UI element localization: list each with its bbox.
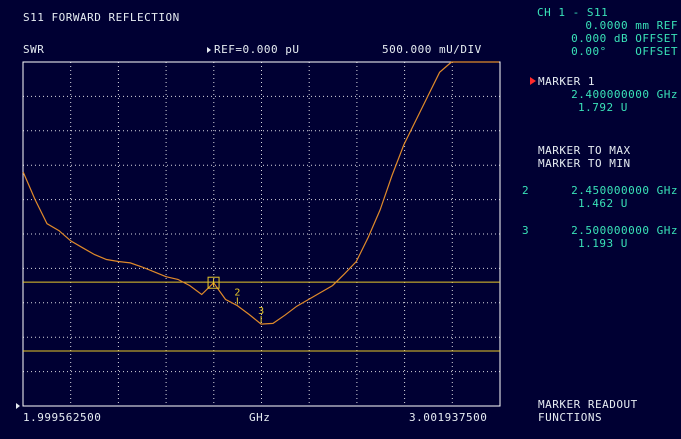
menu-marker-to-max[interactable]: MARKER TO MAX: [538, 144, 631, 157]
ref-pointer-icon: [207, 47, 211, 53]
menu-marker-1[interactable]: MARKER 1: [538, 75, 595, 88]
marker-1-frequency: 2.400000000 GHz: [571, 88, 678, 101]
frequency-unit: GHz: [249, 411, 271, 424]
marker-2-number: 2: [522, 184, 530, 197]
marker-2-label: 2: [234, 287, 240, 298]
reference-value: REF=0.000 pU: [214, 43, 300, 56]
scale-per-division: 500.000 mU/DIV: [382, 43, 482, 56]
menu-readout-functions[interactable]: FUNCTIONS: [538, 411, 603, 424]
active-marker-pointer-icon: [530, 77, 536, 85]
phase-offset: 0.00° OFFSET: [571, 45, 678, 58]
limit-lines: [23, 281, 500, 352]
plot-grid: [23, 62, 500, 406]
marker-3-label: 3: [258, 306, 264, 317]
marker-1-value: 1.792 U: [578, 101, 628, 114]
menu-marker-to-min[interactable]: MARKER TO MIN: [538, 157, 631, 170]
swr-trace: [22, 61, 500, 325]
menu-marker-readout[interactable]: MARKER READOUT: [538, 398, 638, 411]
channel-label: CH 1 - S11: [537, 6, 609, 19]
marker-3-value: 1.193 U: [578, 237, 628, 250]
format-label: SWR: [23, 43, 45, 56]
reference-plane: 0.0000 mm REF: [585, 19, 678, 32]
plot-markers: 23: [207, 276, 264, 323]
magnitude-offset: 0.000 dB OFFSET: [571, 32, 678, 45]
marker-3-number: 3: [522, 224, 530, 237]
marker-2-value: 1.462 U: [578, 197, 628, 210]
start-frequency: 1.999562500: [23, 411, 102, 424]
marker-3-frequency: 2.500000000 GHz: [571, 224, 678, 237]
measurement-title: S11 FORWARD REFLECTION: [23, 11, 180, 24]
stop-frequency: 3.001937500: [409, 411, 488, 424]
marker-2-frequency: 2.450000000 GHz: [571, 184, 678, 197]
start-pointer-icon: [16, 403, 20, 409]
marker-1-box: [207, 276, 220, 289]
